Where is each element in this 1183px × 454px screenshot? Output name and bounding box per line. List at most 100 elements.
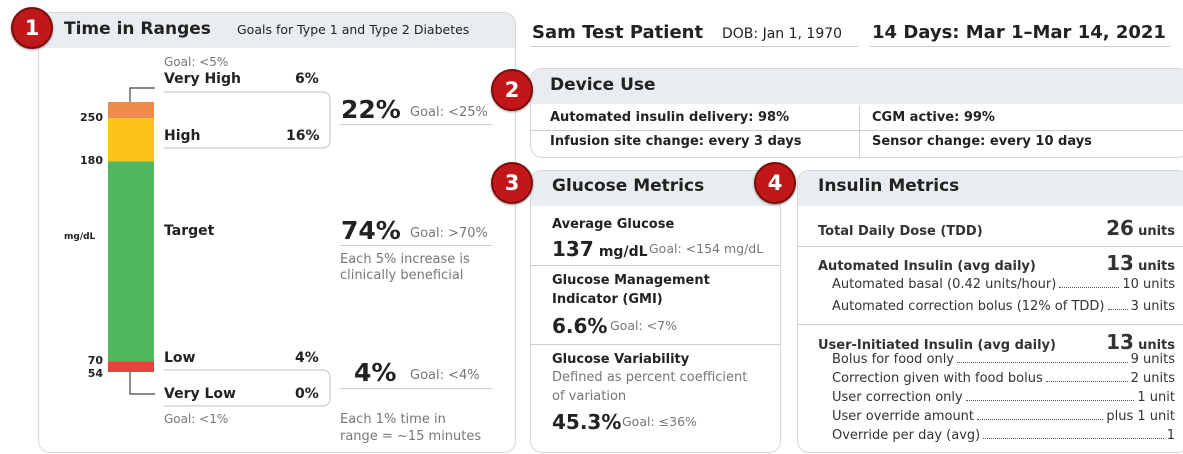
leader — [983, 437, 1164, 439]
divider — [531, 344, 780, 345]
insulin-total: Total Daily Dose (TDD) 26 units — [818, 218, 1175, 238]
leader — [957, 361, 1128, 363]
insulin-total: Automated Insulin (avg daily) 13 units — [818, 253, 1175, 273]
metric-goal: Goal: <154 mg/dL — [649, 241, 764, 256]
bracket — [164, 369, 331, 407]
range-value: 4% — [295, 350, 319, 366]
insulin-item: Automated correction bolus (12% of TDD) 3… — [832, 300, 1175, 313]
device-item: Infusion site change: every 3 days — [550, 134, 802, 149]
panel-header — [531, 171, 780, 206]
item-label: User correction only — [832, 390, 963, 405]
summary-goal: Goal: >70% — [410, 226, 488, 241]
insulin-item: User override amount plus 1 unit — [832, 410, 1175, 423]
item-label: Bolus for food only — [832, 352, 955, 367]
range-segment — [108, 361, 154, 372]
range-name: Very Low — [164, 386, 236, 402]
item-value: 1 unit — [1137, 390, 1175, 405]
item-value: 3 units — [1130, 299, 1175, 314]
insulin-item: Override per day (avg) 1 — [832, 429, 1175, 442]
item-value: 2 units — [1130, 371, 1175, 386]
summary-goal: Goal: <25% — [410, 105, 488, 120]
metric-goal: Goal: <7% — [610, 318, 677, 333]
leader — [1107, 308, 1128, 310]
range-name: Very High — [164, 71, 241, 87]
divider — [531, 130, 1183, 131]
range-value: 0% — [295, 386, 319, 402]
divider — [340, 388, 492, 389]
insulin-item: User correction only 1 unit — [832, 391, 1175, 404]
panel-title: Insulin Metrics — [818, 176, 960, 196]
leader — [1059, 286, 1120, 288]
device-item: Sensor change: every 10 days — [872, 134, 1092, 149]
summary-value: 22% — [341, 95, 401, 124]
report-period: 14 Days: Mar 1–Mar 14, 2021 — [872, 22, 1166, 43]
time-in-ranges-panel — [38, 12, 516, 453]
insulin-item: Correction given with food bolus 2 units — [832, 372, 1175, 385]
item-value: plus 1 unit — [1106, 409, 1175, 424]
scale-tick-label: 180 — [80, 154, 103, 168]
summary-note: Each 5% increase is — [340, 252, 470, 267]
insulin-label: Automated Insulin (avg daily) — [818, 259, 1036, 274]
summary-note: range = ~15 minutes — [340, 429, 482, 444]
insulin-metrics-panel — [797, 170, 1183, 453]
item-label: Automated correction bolus (12% of TDD) — [832, 299, 1105, 314]
divider — [340, 245, 492, 246]
metric-value: 137 — [552, 237, 594, 261]
insulin-unit: units — [1138, 224, 1175, 239]
panel-header — [39, 13, 515, 48]
scale-tick-label: 54 — [87, 367, 103, 380]
insulin-total: User-Initiated Insulin (avg daily) 13 uni… — [818, 332, 1175, 352]
summary-value: 74% — [341, 216, 401, 245]
summary-note: clinically beneficial — [340, 268, 464, 283]
metric-unit: mg/dL — [598, 244, 648, 260]
summary-value: 4% — [354, 358, 397, 387]
item-label: User override amount — [832, 409, 975, 424]
divider — [859, 106, 860, 157]
scale-unit: mg/dL — [64, 232, 96, 242]
item-value: 9 units — [1130, 352, 1175, 367]
metric-value-line: 137 mg/dL — [552, 239, 648, 259]
insulin-amount: 26 units — [1106, 218, 1175, 238]
item-label: Override per day (avg) — [832, 428, 981, 443]
divider — [798, 246, 1183, 247]
panel-title: Time in Ranges — [64, 19, 211, 39]
device-item: CGM active: 99% — [872, 110, 995, 125]
metric-title: Glucose Variability — [552, 352, 690, 367]
range-value: 16% — [286, 128, 320, 144]
insulin-value: 13 — [1106, 330, 1134, 354]
insulin-label: User-Initiated Insulin (avg daily) — [818, 338, 1056, 353]
range-segment — [108, 118, 154, 162]
item-value: 1 — [1166, 428, 1175, 443]
metric-note: Defined as percent coefficient — [552, 370, 748, 385]
divider — [531, 265, 780, 266]
insulin-amount: 13 units — [1106, 253, 1175, 273]
summary-goal: Goal: <4% — [410, 368, 480, 383]
item-label: Correction given with food bolus — [832, 371, 1043, 386]
insulin-value: 26 — [1106, 216, 1134, 240]
badge: 1 — [11, 7, 53, 49]
divider — [340, 124, 492, 125]
divider — [530, 46, 858, 47]
goal: Goal: <5% — [164, 55, 229, 69]
insulin-unit: units — [1138, 259, 1175, 274]
range-name: High — [164, 128, 201, 144]
leader — [1045, 380, 1128, 382]
panel-header — [531, 69, 1183, 104]
metric-note: of variation — [552, 389, 627, 404]
insulin-label: Total Daily Dose (TDD) — [818, 224, 983, 239]
metric-value: 6.6% — [552, 314, 608, 338]
metric-title: Glucose Management — [552, 273, 710, 288]
device-item: Automated insulin delivery: 98% — [550, 110, 790, 125]
range-name: Target — [164, 223, 215, 239]
panel-title: Glucose Metrics — [552, 176, 705, 196]
panel-subtitle: Goals for Type 1 and Type 2 Diabetes — [237, 22, 470, 37]
range-value: 6% — [295, 71, 319, 87]
insulin-item: Bolus for food only 9 units — [832, 353, 1175, 366]
leader — [965, 399, 1135, 401]
range-name: Low — [164, 350, 196, 366]
glucose-metrics-panel — [530, 170, 781, 453]
divider — [798, 324, 1183, 325]
insulin-unit: units — [1138, 338, 1175, 353]
